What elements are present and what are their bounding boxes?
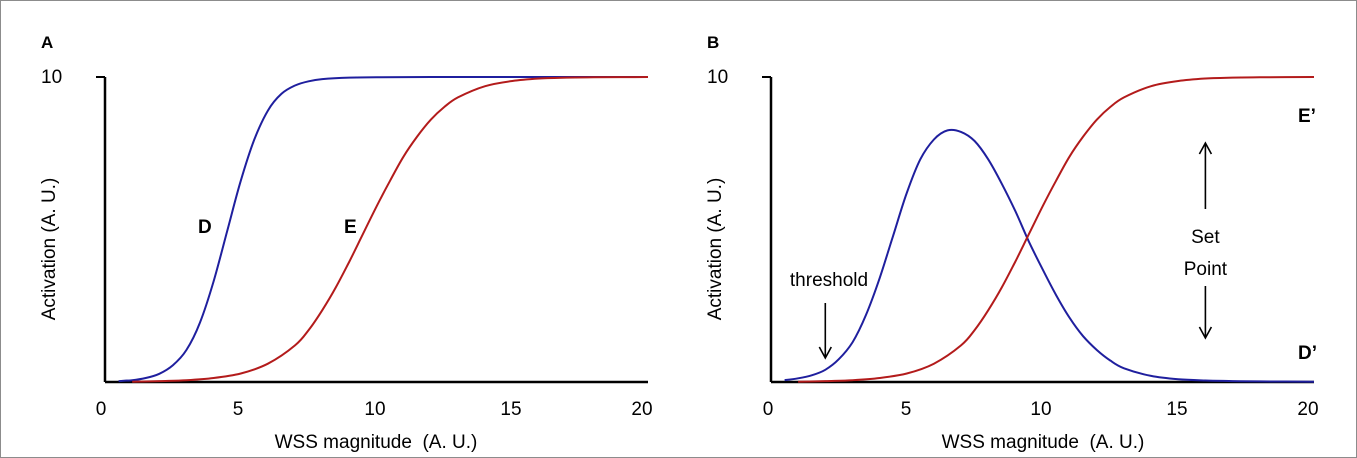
panel-a-series-e-label: E (344, 217, 357, 238)
panel-a: A 10 0 5 10 15 20 WSS magnitude (A. U.) … (39, 33, 653, 453)
panel-b-x-tick-label-5: 5 (901, 399, 912, 420)
panel-b-series-d-prime-line (784, 128, 1315, 383)
panel-a-letter: A (41, 33, 53, 52)
panel-a-series-d-line (118, 75, 648, 383)
panel-a-x-tick-label-5: 5 (233, 399, 244, 420)
set-point-label-line2: Point (1184, 259, 1228, 280)
panel-b-x-axis-title: WSS magnitude (A. U.) (942, 432, 1145, 453)
panel-a-x-axis-title: WSS magnitude (A. U.) (275, 432, 478, 453)
panel-a-y-axis-title: Activation (A. U.) (39, 178, 60, 321)
panel-a-x-tick-label-10: 10 (364, 399, 385, 420)
panel-b-x-tick-label-0: 0 (763, 399, 774, 420)
panel-a-series-d-label: D (198, 217, 212, 238)
panel-a-x-tick-label-20: 20 (631, 399, 652, 420)
panel-b-series-d-prime-label: D’ (1298, 343, 1317, 364)
set-point-label-line1: Set (1191, 227, 1220, 248)
panel-b-y-tick-label-10: 10 (707, 67, 728, 88)
panel-b-series-e-prime-label: E’ (1298, 106, 1316, 127)
panel-a-x-tick-label-15: 15 (500, 399, 521, 420)
panel-b-x-tick-label-10: 10 (1030, 399, 1051, 420)
panel-b-x-tick-label-20: 20 (1297, 399, 1318, 420)
threshold-label: threshold (790, 270, 868, 291)
panel-b-letter: B (707, 33, 719, 52)
panel-b-y-axis-title: Activation (A. U.) (705, 178, 726, 321)
threshold-arrow-icon (818, 303, 833, 360)
set-point-up-arrow-icon (1198, 141, 1213, 209)
panel-a-x-tick-label-0: 0 (96, 399, 107, 420)
panel-b-x-tick-label-15: 15 (1166, 399, 1187, 420)
panel-b-series-e-prime-line (798, 76, 1315, 383)
panel-a-y-tick-label-10: 10 (41, 67, 62, 88)
panel-b: B 10 0 5 10 15 20 WSS magnitude (A. U.) … (705, 33, 1319, 453)
set-point-down-arrow-icon (1198, 286, 1213, 340)
panel-a-series-e-line (132, 76, 649, 383)
